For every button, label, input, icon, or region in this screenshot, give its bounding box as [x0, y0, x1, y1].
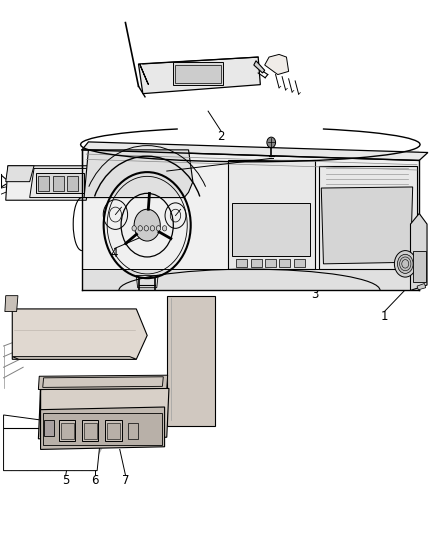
Polygon shape: [321, 187, 413, 264]
Polygon shape: [4, 296, 215, 471]
Polygon shape: [82, 269, 419, 290]
Polygon shape: [410, 214, 427, 290]
Polygon shape: [12, 357, 136, 359]
Bar: [176, 65, 221, 83]
Bar: [36, 173, 84, 193]
Text: 2: 2: [217, 130, 225, 143]
Polygon shape: [30, 168, 91, 198]
Polygon shape: [82, 142, 428, 160]
Bar: [294, 259, 305, 266]
Bar: [60, 423, 74, 439]
Text: 3: 3: [311, 288, 318, 301]
Polygon shape: [39, 375, 168, 390]
Bar: [82, 420, 99, 441]
Bar: [44, 420, 53, 436]
Bar: [413, 251, 426, 282]
Polygon shape: [417, 284, 426, 290]
Bar: [173, 62, 223, 85]
Polygon shape: [39, 389, 169, 439]
Circle shape: [144, 225, 148, 231]
Bar: [59, 420, 75, 441]
Polygon shape: [138, 57, 260, 94]
Circle shape: [134, 209, 160, 241]
Polygon shape: [140, 64, 148, 85]
Polygon shape: [265, 54, 289, 75]
Circle shape: [138, 225, 142, 231]
Circle shape: [267, 137, 276, 148]
Text: 4: 4: [111, 247, 118, 260]
Bar: [265, 259, 276, 266]
Bar: [107, 423, 120, 439]
Circle shape: [156, 225, 161, 231]
Bar: [67, 176, 78, 191]
Polygon shape: [254, 61, 265, 73]
Bar: [279, 259, 290, 266]
Bar: [237, 259, 247, 266]
Polygon shape: [232, 203, 311, 256]
Polygon shape: [41, 407, 165, 449]
Polygon shape: [5, 296, 18, 312]
Circle shape: [397, 254, 413, 273]
Polygon shape: [84, 150, 193, 198]
Bar: [128, 423, 138, 439]
Text: 5: 5: [62, 474, 70, 487]
Bar: [84, 423, 97, 439]
Bar: [39, 176, 49, 191]
Polygon shape: [4, 415, 102, 471]
Polygon shape: [82, 150, 419, 290]
Bar: [53, 176, 64, 191]
Bar: [251, 259, 261, 266]
Text: 6: 6: [91, 474, 99, 487]
Polygon shape: [6, 166, 34, 182]
Polygon shape: [136, 276, 158, 288]
Circle shape: [150, 225, 155, 231]
Text: 1: 1: [381, 310, 388, 324]
Polygon shape: [319, 166, 417, 269]
Circle shape: [394, 251, 416, 277]
Circle shape: [162, 225, 167, 231]
Polygon shape: [167, 296, 215, 425]
Text: 8: 8: [54, 187, 62, 200]
Bar: [43, 414, 162, 445]
Polygon shape: [228, 160, 315, 269]
Polygon shape: [43, 377, 163, 387]
Polygon shape: [6, 166, 91, 200]
Bar: [105, 420, 121, 441]
Text: 7: 7: [122, 474, 129, 487]
Circle shape: [132, 225, 136, 231]
Polygon shape: [12, 309, 147, 359]
